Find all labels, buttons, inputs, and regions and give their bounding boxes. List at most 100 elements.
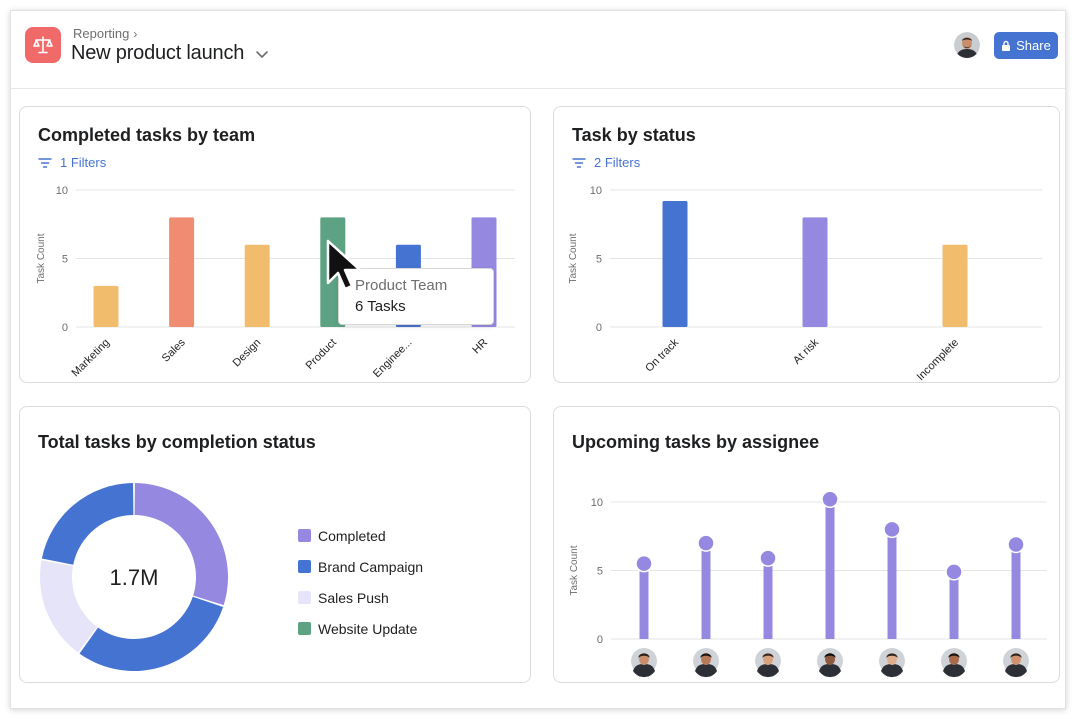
filter-icon xyxy=(38,157,52,168)
tooltip-value: 6 Tasks xyxy=(355,298,406,315)
avatar-body xyxy=(1005,664,1027,678)
lollipop-dot xyxy=(759,549,777,567)
x-tick-label: HR xyxy=(470,337,490,357)
task-by-status-chart: 0 5 10 Task Count On track At risk Incomplete xyxy=(568,185,1042,384)
bar xyxy=(244,244,270,327)
avatar-5[interactable] xyxy=(879,648,905,678)
donut-legend: Completed Brand Campaign Sales Push Website… xyxy=(298,520,423,644)
chevron-down-icon[interactable] xyxy=(254,46,270,62)
legend-label: Brand Campaign xyxy=(318,558,424,575)
avatar-hair xyxy=(700,653,712,658)
total-by-completion-card: Total tasks by completion status 1.7M Co… xyxy=(19,406,531,683)
filters-button[interactable]: 2 Filters xyxy=(572,155,640,170)
lollipop-dot xyxy=(697,534,715,552)
avatar-body xyxy=(695,664,717,678)
y-tick-label: 10 xyxy=(591,497,603,509)
legend-item: Sales Push xyxy=(298,582,423,613)
avatar-2[interactable] xyxy=(693,648,719,678)
lollipop-stem xyxy=(639,563,649,639)
avatar-hair xyxy=(886,653,898,658)
donut-slice xyxy=(79,596,224,671)
donut-slice xyxy=(134,483,228,606)
breadcrumb-reporting[interactable]: Reporting xyxy=(73,26,130,41)
legend-item: Brand Campaign xyxy=(298,551,423,582)
lollipop-stem xyxy=(887,529,897,639)
avatar-body xyxy=(819,664,841,678)
lock-icon xyxy=(1002,40,1011,51)
x-tick-label: Product xyxy=(304,337,339,372)
filters-label: 2 Filters xyxy=(594,155,641,170)
legend-swatch xyxy=(298,560,311,573)
avatar-body xyxy=(633,664,655,678)
y-axis-label: Task Count xyxy=(568,233,579,283)
avatar-hair xyxy=(824,653,836,658)
y-tick-label: 10 xyxy=(590,185,602,197)
card-title: Task by status xyxy=(572,125,696,145)
lollipop-dot xyxy=(945,563,963,581)
avatar-hair xyxy=(638,653,650,658)
bar xyxy=(169,217,195,327)
y-tick-label: 0 xyxy=(596,322,602,334)
project-name: New product launch xyxy=(71,42,245,64)
avatar-7[interactable] xyxy=(1003,648,1029,678)
bar xyxy=(93,285,119,327)
card-title: Completed tasks by team xyxy=(38,125,256,145)
avatar-body xyxy=(757,664,779,678)
donut-slice xyxy=(40,560,98,653)
breadcrumb-separator-icon: › xyxy=(133,26,138,41)
user-avatar[interactable] xyxy=(954,32,980,58)
upcoming-by-assignee-card: Upcoming tasks by assignee 0 5 10 Task Coun… xyxy=(553,406,1060,683)
filters-label: 1 Filters xyxy=(60,155,107,170)
x-tick-label: Marketing xyxy=(69,337,112,380)
app-window: Reporting › New product launch Share xyxy=(10,10,1066,709)
legend-label: Website Update xyxy=(318,620,418,637)
card-title: Total tasks by completion status xyxy=(38,432,316,452)
tooltip-title: Product Team xyxy=(355,277,448,294)
filters-button[interactable]: 1 Filters xyxy=(38,155,106,170)
lollipop-dot xyxy=(635,554,653,573)
lollipop-stem xyxy=(825,499,835,639)
lollipop-stem xyxy=(701,543,711,639)
completion-donut-chart: 1.7M xyxy=(40,483,228,671)
lollipop-stem xyxy=(1011,544,1021,639)
y-tick-label: 5 xyxy=(597,566,603,578)
avatar-hair xyxy=(762,653,774,658)
avatar-body xyxy=(943,664,965,678)
lollipop-stem xyxy=(763,558,773,639)
y-axis-label: Task Count xyxy=(569,545,580,595)
avatar-6[interactable] xyxy=(941,648,967,678)
page-title[interactable]: New product launch xyxy=(71,42,270,65)
share-label: Share xyxy=(1016,38,1051,53)
donut-slice xyxy=(41,483,134,565)
legend-label: Completed xyxy=(318,527,386,544)
bar xyxy=(942,244,968,327)
avatar-hair xyxy=(1010,653,1022,658)
x-tick-label: Sales xyxy=(160,336,188,364)
header: Reporting › New product launch Share xyxy=(11,11,1065,89)
upcoming-by-assignee-chart: 0 5 10 Task Count xyxy=(569,490,1047,678)
y-tick-label: 0 xyxy=(62,322,68,334)
avatar-1[interactable] xyxy=(631,648,657,678)
scale-icon[interactable] xyxy=(25,27,61,63)
legend-label: Sales Push xyxy=(318,589,389,606)
legend-item: Website Update xyxy=(298,613,423,644)
bar xyxy=(662,200,688,327)
breadcrumb[interactable]: Reporting › xyxy=(73,26,137,41)
y-tick-label: 0 xyxy=(597,634,603,646)
x-tick-label: Incomplete xyxy=(915,337,962,384)
y-tick-label: 10 xyxy=(56,185,68,197)
legend-item: Completed xyxy=(298,520,423,551)
share-button[interactable]: Share xyxy=(994,32,1058,59)
avatar-4[interactable] xyxy=(817,648,843,678)
donut-center-label: 1.7M xyxy=(110,565,159,590)
avatar-3[interactable] xyxy=(755,648,781,678)
completed-by-team-chart: 0 5 10 Task Count Marketing Sales Design Produc… xyxy=(36,185,515,381)
filter-icon xyxy=(572,157,586,168)
lollipop-dot xyxy=(883,520,901,539)
y-tick-label: 5 xyxy=(62,254,68,266)
y-tick-label: 5 xyxy=(596,254,602,266)
lollipop-stem xyxy=(949,571,959,639)
bar xyxy=(802,217,828,327)
x-tick-label: Enginee... xyxy=(371,337,415,381)
legend-swatch xyxy=(298,622,311,635)
